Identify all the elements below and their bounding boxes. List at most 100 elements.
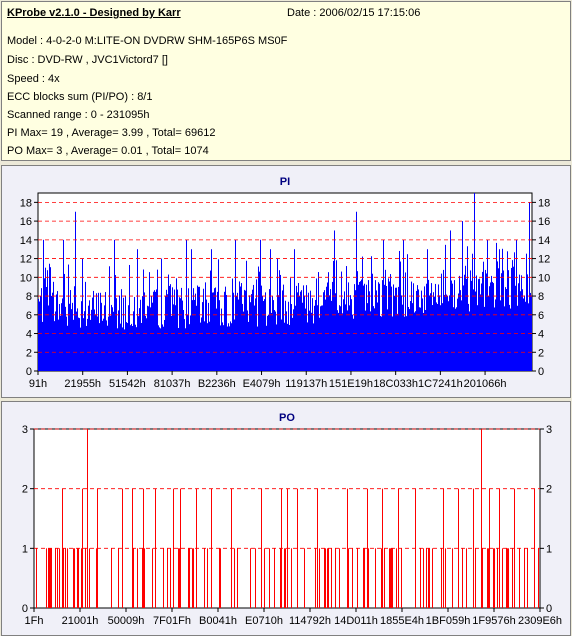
pi-bar xyxy=(136,327,137,371)
pi-bar xyxy=(426,283,427,371)
pi-bar xyxy=(266,325,267,371)
pi-bar xyxy=(152,302,153,371)
pi-bar xyxy=(99,323,100,371)
pi-bar xyxy=(75,211,76,371)
pi-bar xyxy=(440,305,441,371)
po-bar xyxy=(193,548,194,608)
pi-bar xyxy=(360,281,361,371)
pi-bar xyxy=(512,260,513,371)
pi-bar xyxy=(493,283,494,371)
po-bar xyxy=(220,548,221,608)
pi-bar xyxy=(86,325,87,371)
pi-bar xyxy=(174,289,175,371)
pi-bar xyxy=(115,275,116,371)
y-tick-label: 12 xyxy=(538,254,550,266)
pi-bar xyxy=(273,300,274,371)
pi-bar xyxy=(114,239,115,371)
pi-bar xyxy=(409,309,410,371)
y-tick-label: 0 xyxy=(546,603,552,615)
pi-bar xyxy=(366,284,367,371)
pi-bar xyxy=(289,324,290,371)
po-bar xyxy=(363,548,364,608)
pi-bar xyxy=(529,202,530,371)
pi-bar xyxy=(46,286,47,371)
pi-bar xyxy=(260,239,261,371)
pi-bar xyxy=(368,280,369,371)
po-bar xyxy=(142,548,143,608)
po-bar xyxy=(445,548,446,608)
pi-bar xyxy=(352,314,353,371)
pi-bar xyxy=(246,260,247,371)
pi-bar xyxy=(464,274,465,371)
po-bar xyxy=(401,548,402,608)
po-bar xyxy=(352,548,353,608)
pi-bar xyxy=(169,285,170,371)
pi-bar xyxy=(448,301,449,371)
pi-bar xyxy=(274,310,275,371)
y-tick-label: 0 xyxy=(538,366,544,378)
pi-bar xyxy=(315,299,316,371)
x-tick-label: 81037h xyxy=(154,378,191,390)
pi-bar xyxy=(97,316,98,371)
po-bar xyxy=(189,548,190,608)
pi-bar xyxy=(308,292,309,371)
x-tick-label: 2309E6h xyxy=(518,615,562,627)
pi-bar xyxy=(130,325,131,371)
pi-bar xyxy=(369,291,370,371)
pi-bar xyxy=(327,282,328,371)
pi-bar xyxy=(44,278,45,371)
pi-bar xyxy=(158,325,159,371)
pi-bar xyxy=(458,293,459,371)
pi-bar xyxy=(475,291,476,371)
pi-bar xyxy=(238,299,239,371)
pi-bar xyxy=(451,280,452,371)
po-bar xyxy=(527,548,528,608)
pi-bar xyxy=(421,290,422,371)
y-tick-label: 10 xyxy=(538,272,550,284)
pi-bar xyxy=(402,304,403,371)
pi-bar xyxy=(500,300,501,371)
pi-bar xyxy=(233,292,234,371)
pi-bar xyxy=(400,261,401,371)
pi-bar xyxy=(285,300,286,371)
pi-bar xyxy=(219,300,220,371)
pi-bar xyxy=(306,285,307,371)
po-bar xyxy=(493,548,494,608)
pi-bar xyxy=(58,319,59,371)
pi-bar xyxy=(413,283,414,371)
pi-bar xyxy=(336,260,337,371)
po-bar xyxy=(384,548,385,608)
pi-bar xyxy=(225,286,226,371)
pi-bar xyxy=(381,316,382,371)
po-bar xyxy=(506,548,507,608)
pi-bar xyxy=(181,287,182,371)
chart-title: PI xyxy=(280,176,290,188)
pi-bar xyxy=(365,310,366,371)
pi-bar xyxy=(392,316,393,371)
pi-bar xyxy=(89,300,90,371)
pi-bar xyxy=(422,298,423,371)
po-bar xyxy=(494,548,495,608)
pi-bar xyxy=(286,311,287,371)
pi-bar xyxy=(195,293,196,371)
pi-bar xyxy=(453,307,454,371)
pi-bar xyxy=(348,282,349,371)
pi-bar xyxy=(314,305,315,371)
po-bar xyxy=(328,548,329,608)
pi-bar xyxy=(156,289,157,371)
pi-bar xyxy=(210,270,211,371)
po-bar xyxy=(178,548,179,608)
pi-bar xyxy=(525,301,526,371)
pi-bar xyxy=(288,301,289,371)
pi-bar xyxy=(109,266,110,371)
pi-bar xyxy=(489,286,490,371)
pi-bar xyxy=(427,249,428,371)
pi-bar xyxy=(196,305,197,371)
po-bar xyxy=(63,548,64,608)
pi-bar xyxy=(435,283,436,371)
pi-bar xyxy=(441,273,442,371)
pi-bar xyxy=(399,250,400,371)
pi-bar xyxy=(463,285,464,371)
pi-bar xyxy=(375,280,376,371)
pi-bar xyxy=(239,281,240,371)
